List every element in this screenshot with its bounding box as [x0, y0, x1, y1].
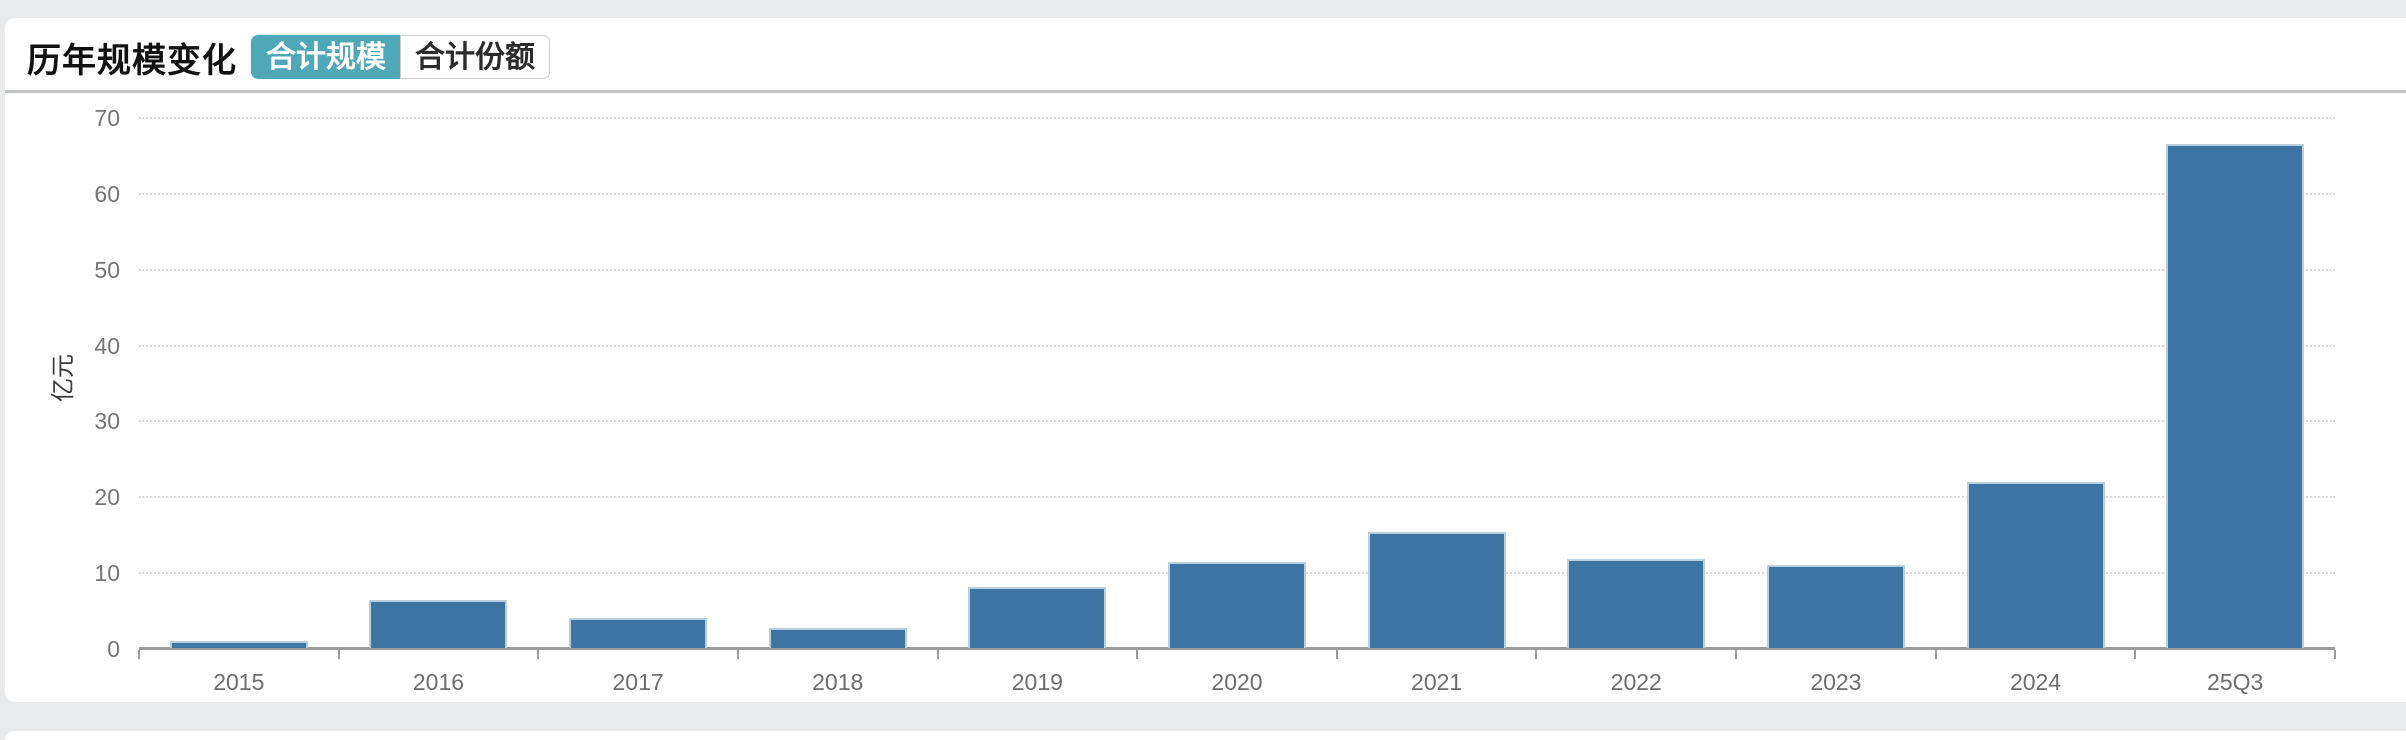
x-tick-label: 2016 — [412, 669, 465, 695]
y-tick-label: 70 — [94, 105, 120, 131]
x-tick-label: 2021 — [1411, 669, 1463, 695]
x-tick-label: 2022 — [1610, 669, 1662, 695]
gridline-y70 — [139, 117, 2335, 119]
chart-header: 历年规模变化 合计规模 合计份额 — [5, 18, 2406, 90]
bar-2024 — [1966, 481, 2105, 648]
y-tick-label: 10 — [94, 560, 120, 587]
x-axis-tick — [1535, 650, 1538, 659]
bar-2018 — [768, 628, 907, 648]
gridline-y20 — [139, 496, 2335, 499]
x-axis-tick — [1335, 650, 1338, 659]
page-title: 历年规模变化 — [27, 41, 237, 80]
gridline-y60 — [139, 192, 2335, 195]
gridline-y40 — [139, 344, 2335, 347]
bar-2015 — [169, 641, 308, 648]
x-axis-tick — [1136, 650, 1139, 659]
bar-2023 — [1766, 565, 1905, 648]
x-tick-label: 2018 — [812, 669, 864, 695]
x-tick-label: 2023 — [1810, 669, 1862, 695]
x-tick-label: 2017 — [612, 669, 664, 695]
x-tick-label: 2020 — [1211, 669, 1263, 695]
x-tick-label: 25Q3 — [2207, 669, 2264, 695]
y-tick-label: 20 — [94, 484, 120, 511]
y-tick-label: 50 — [94, 256, 120, 283]
bar-2019 — [968, 587, 1107, 648]
x-tick-label: 2015 — [213, 669, 265, 695]
bar-25Q3 — [2166, 144, 2305, 648]
tab-total-share[interactable]: 合计份额 — [400, 35, 550, 79]
gridline-y50 — [139, 268, 2335, 271]
x-tick-label: 2024 — [2009, 669, 2062, 695]
tab-total-scale[interactable]: 合计规模 — [251, 35, 400, 79]
x-axis-tick — [138, 650, 140, 659]
x-axis-tick — [337, 650, 340, 659]
x-tick-label: 2019 — [1011, 669, 1063, 695]
x-axis-tick — [936, 650, 939, 659]
y-tick-label: 0 — [107, 636, 120, 662]
next-panel — [5, 731, 2406, 740]
y-tick-label: 60 — [94, 180, 120, 207]
gridline-y30 — [139, 420, 2335, 423]
x-axis-tick — [2134, 650, 2137, 659]
header-divider — [5, 90, 2406, 93]
bar-2021 — [1367, 531, 1506, 648]
bar-2017 — [569, 618, 708, 648]
x-axis-tick — [1735, 650, 1738, 659]
bar-2016 — [369, 600, 508, 648]
x-axis-tick — [2334, 650, 2336, 659]
y-tick-label: 40 — [94, 332, 120, 359]
x-axis-tick — [537, 650, 540, 659]
bar-2022 — [1567, 559, 1706, 648]
x-axis-tick — [1934, 650, 1937, 659]
y-axis-title: 亿元 — [50, 354, 77, 402]
bar-2020 — [1168, 562, 1306, 648]
x-axis-tick — [736, 650, 739, 659]
x-axis-line — [139, 647, 2335, 650]
y-tick-label: 30 — [94, 408, 120, 435]
tab-group: 合计规模 合计份额 — [251, 35, 550, 79]
